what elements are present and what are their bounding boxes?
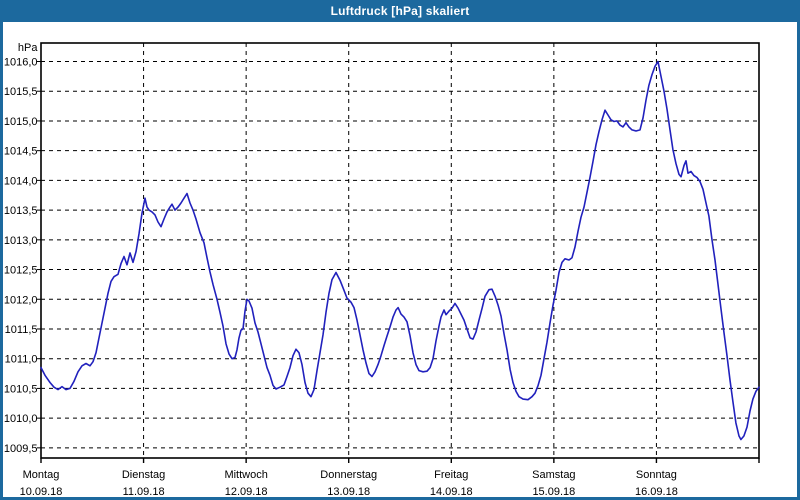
- y-tick-label: 1009,5: [4, 443, 38, 455]
- y-tick-label: 1014,5: [4, 146, 38, 158]
- y-tick-label: 1013,0: [4, 235, 38, 247]
- window-titlebar[interactable]: Luftdruck [hPa] skaliert: [0, 0, 800, 22]
- y-tick-label: 1010,0: [4, 413, 38, 425]
- y-tick-label: 1012,5: [4, 265, 38, 277]
- y-tick-label: 1011,5: [5, 324, 38, 336]
- window-title: Luftdruck [hPa] skaliert: [330, 4, 470, 18]
- day-label: Mittwoch: [224, 469, 267, 481]
- day-label: Freitag: [434, 469, 468, 481]
- y-tick-label: 1015,0: [4, 116, 38, 128]
- plot-border: [40, 42, 760, 459]
- date-label: 13.09.18: [327, 486, 370, 498]
- pressure-line: [40, 60, 760, 441]
- date-label: 14.09.18: [430, 486, 473, 498]
- y-tick-label: 1015,5: [4, 86, 38, 98]
- day-label: Sonntag: [636, 469, 677, 481]
- date-label: 16.09.18: [635, 486, 678, 498]
- day-label: Dienstag: [122, 469, 165, 481]
- date-label: 11.09.18: [123, 486, 165, 498]
- day-label: Montag: [23, 469, 60, 481]
- date-label: 10.09.18: [20, 486, 63, 498]
- y-tick-label: 1013,5: [4, 205, 38, 217]
- y-tick-label: 1012,0: [4, 294, 38, 306]
- day-label: Donnerstag: [320, 469, 377, 481]
- day-label: Samstag: [532, 469, 575, 481]
- date-label: 12.09.18: [225, 486, 268, 498]
- y-axis-unit-label: hPa: [18, 42, 38, 54]
- y-tick-label: 1016,0: [4, 57, 38, 69]
- y-tick-label: 1014,0: [4, 175, 38, 187]
- y-tick-label: 1010,5: [4, 383, 38, 395]
- y-tick-label: 1011,0: [5, 354, 38, 366]
- date-label: 15.09.18: [532, 486, 575, 498]
